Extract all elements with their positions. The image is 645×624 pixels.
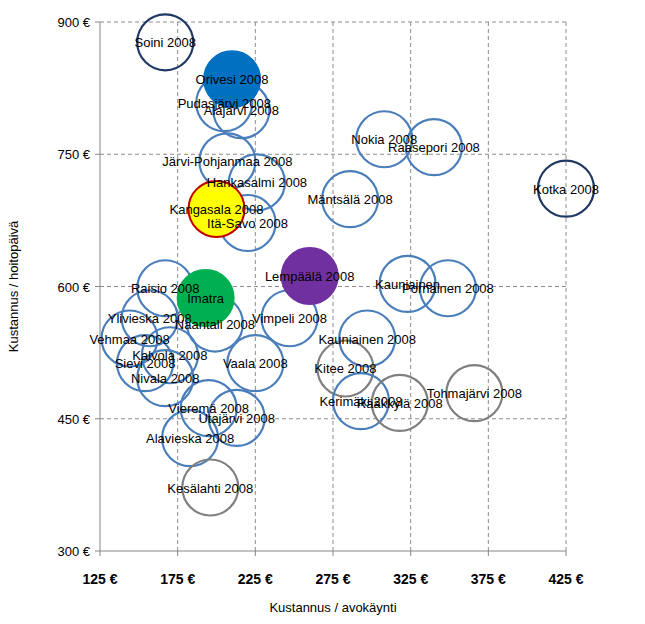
y-tick [95, 551, 100, 552]
point-label: Kotka 2008 [533, 182, 599, 197]
y-tick [95, 154, 100, 155]
x-tick-label: 125 € [82, 571, 117, 587]
point-label: Kangasala 2008 [170, 202, 264, 217]
point-label: Soini 2008 [135, 35, 196, 50]
x-tick [488, 551, 489, 556]
point-label: Hankasalmi 2008 [207, 175, 307, 190]
grid-line-y [100, 22, 566, 23]
y-tick-label: 600 € [57, 280, 90, 295]
y-tick-label: 900 € [57, 15, 90, 30]
point-label: Utajärvi 2008 [198, 411, 275, 426]
x-tick-label: 425 € [548, 571, 583, 587]
point-label: Pornainen 2008 [402, 281, 494, 296]
point-label: Sievi 2008 [115, 356, 176, 371]
y-tick [95, 418, 100, 419]
point-label: Vimpeli 2008 [252, 311, 327, 326]
y-tick [95, 286, 100, 287]
x-axis-title: Kustannus / avokäynti [269, 600, 396, 615]
x-tick [255, 551, 256, 556]
y-tick-label: 450 € [57, 412, 90, 427]
point-label: Raasepori 2008 [388, 140, 480, 155]
point-label: Vaala 2008 [223, 356, 288, 371]
y-tick-label: 300 € [57, 544, 90, 559]
x-tick-label: 175 € [160, 571, 195, 587]
y-tick [95, 22, 100, 23]
point-label: Järvi-Pohjanmaa 2008 [162, 154, 292, 169]
point-label: Imatra [187, 291, 225, 306]
x-tick [410, 551, 411, 556]
x-tick-label: 325 € [393, 571, 428, 587]
point-labels: Soini 2008Pudasjärvi 2008Alajärvi 2008Jä… [89, 35, 598, 495]
x-tick [100, 551, 101, 556]
point-label: Nivala 2008 [131, 371, 200, 386]
point-label: Itä-Savo 2008 [207, 216, 288, 231]
x-tick-label: 275 € [315, 571, 350, 587]
point-label: Alajärvi 2008 [204, 103, 279, 118]
point-label: Kesälahti 2008 [167, 481, 253, 496]
point-label: Mäntsälä 2008 [307, 192, 392, 207]
point-label: Orivesi 2008 [196, 72, 269, 87]
plot-marks [102, 14, 594, 515]
point-label: Kitee 2008 [314, 361, 376, 376]
x-tick [333, 551, 334, 556]
chart: 125 € 175 € 225 € 275 € 325 € 375 € 425 € 300 €… [0, 0, 645, 624]
x-tick [566, 551, 567, 556]
point-label: Ylivieska 2008 [108, 311, 192, 326]
point-label: Vehmaa 2008 [89, 332, 169, 347]
x-tick [177, 551, 178, 556]
point-label: Kauniainen 2008 [318, 332, 416, 347]
y-axis-title: Kustannus / hoitopäivä [6, 220, 21, 352]
point-label: Alavieska 2008 [146, 431, 234, 446]
point-label: Lempäälä 2008 [265, 269, 355, 284]
x-tick-label: 375 € [471, 571, 506, 587]
y-tick-label: 750 € [57, 147, 90, 162]
x-tick-label: 225 € [238, 571, 273, 587]
point-label: Tohmajärvi 2008 [427, 386, 522, 401]
